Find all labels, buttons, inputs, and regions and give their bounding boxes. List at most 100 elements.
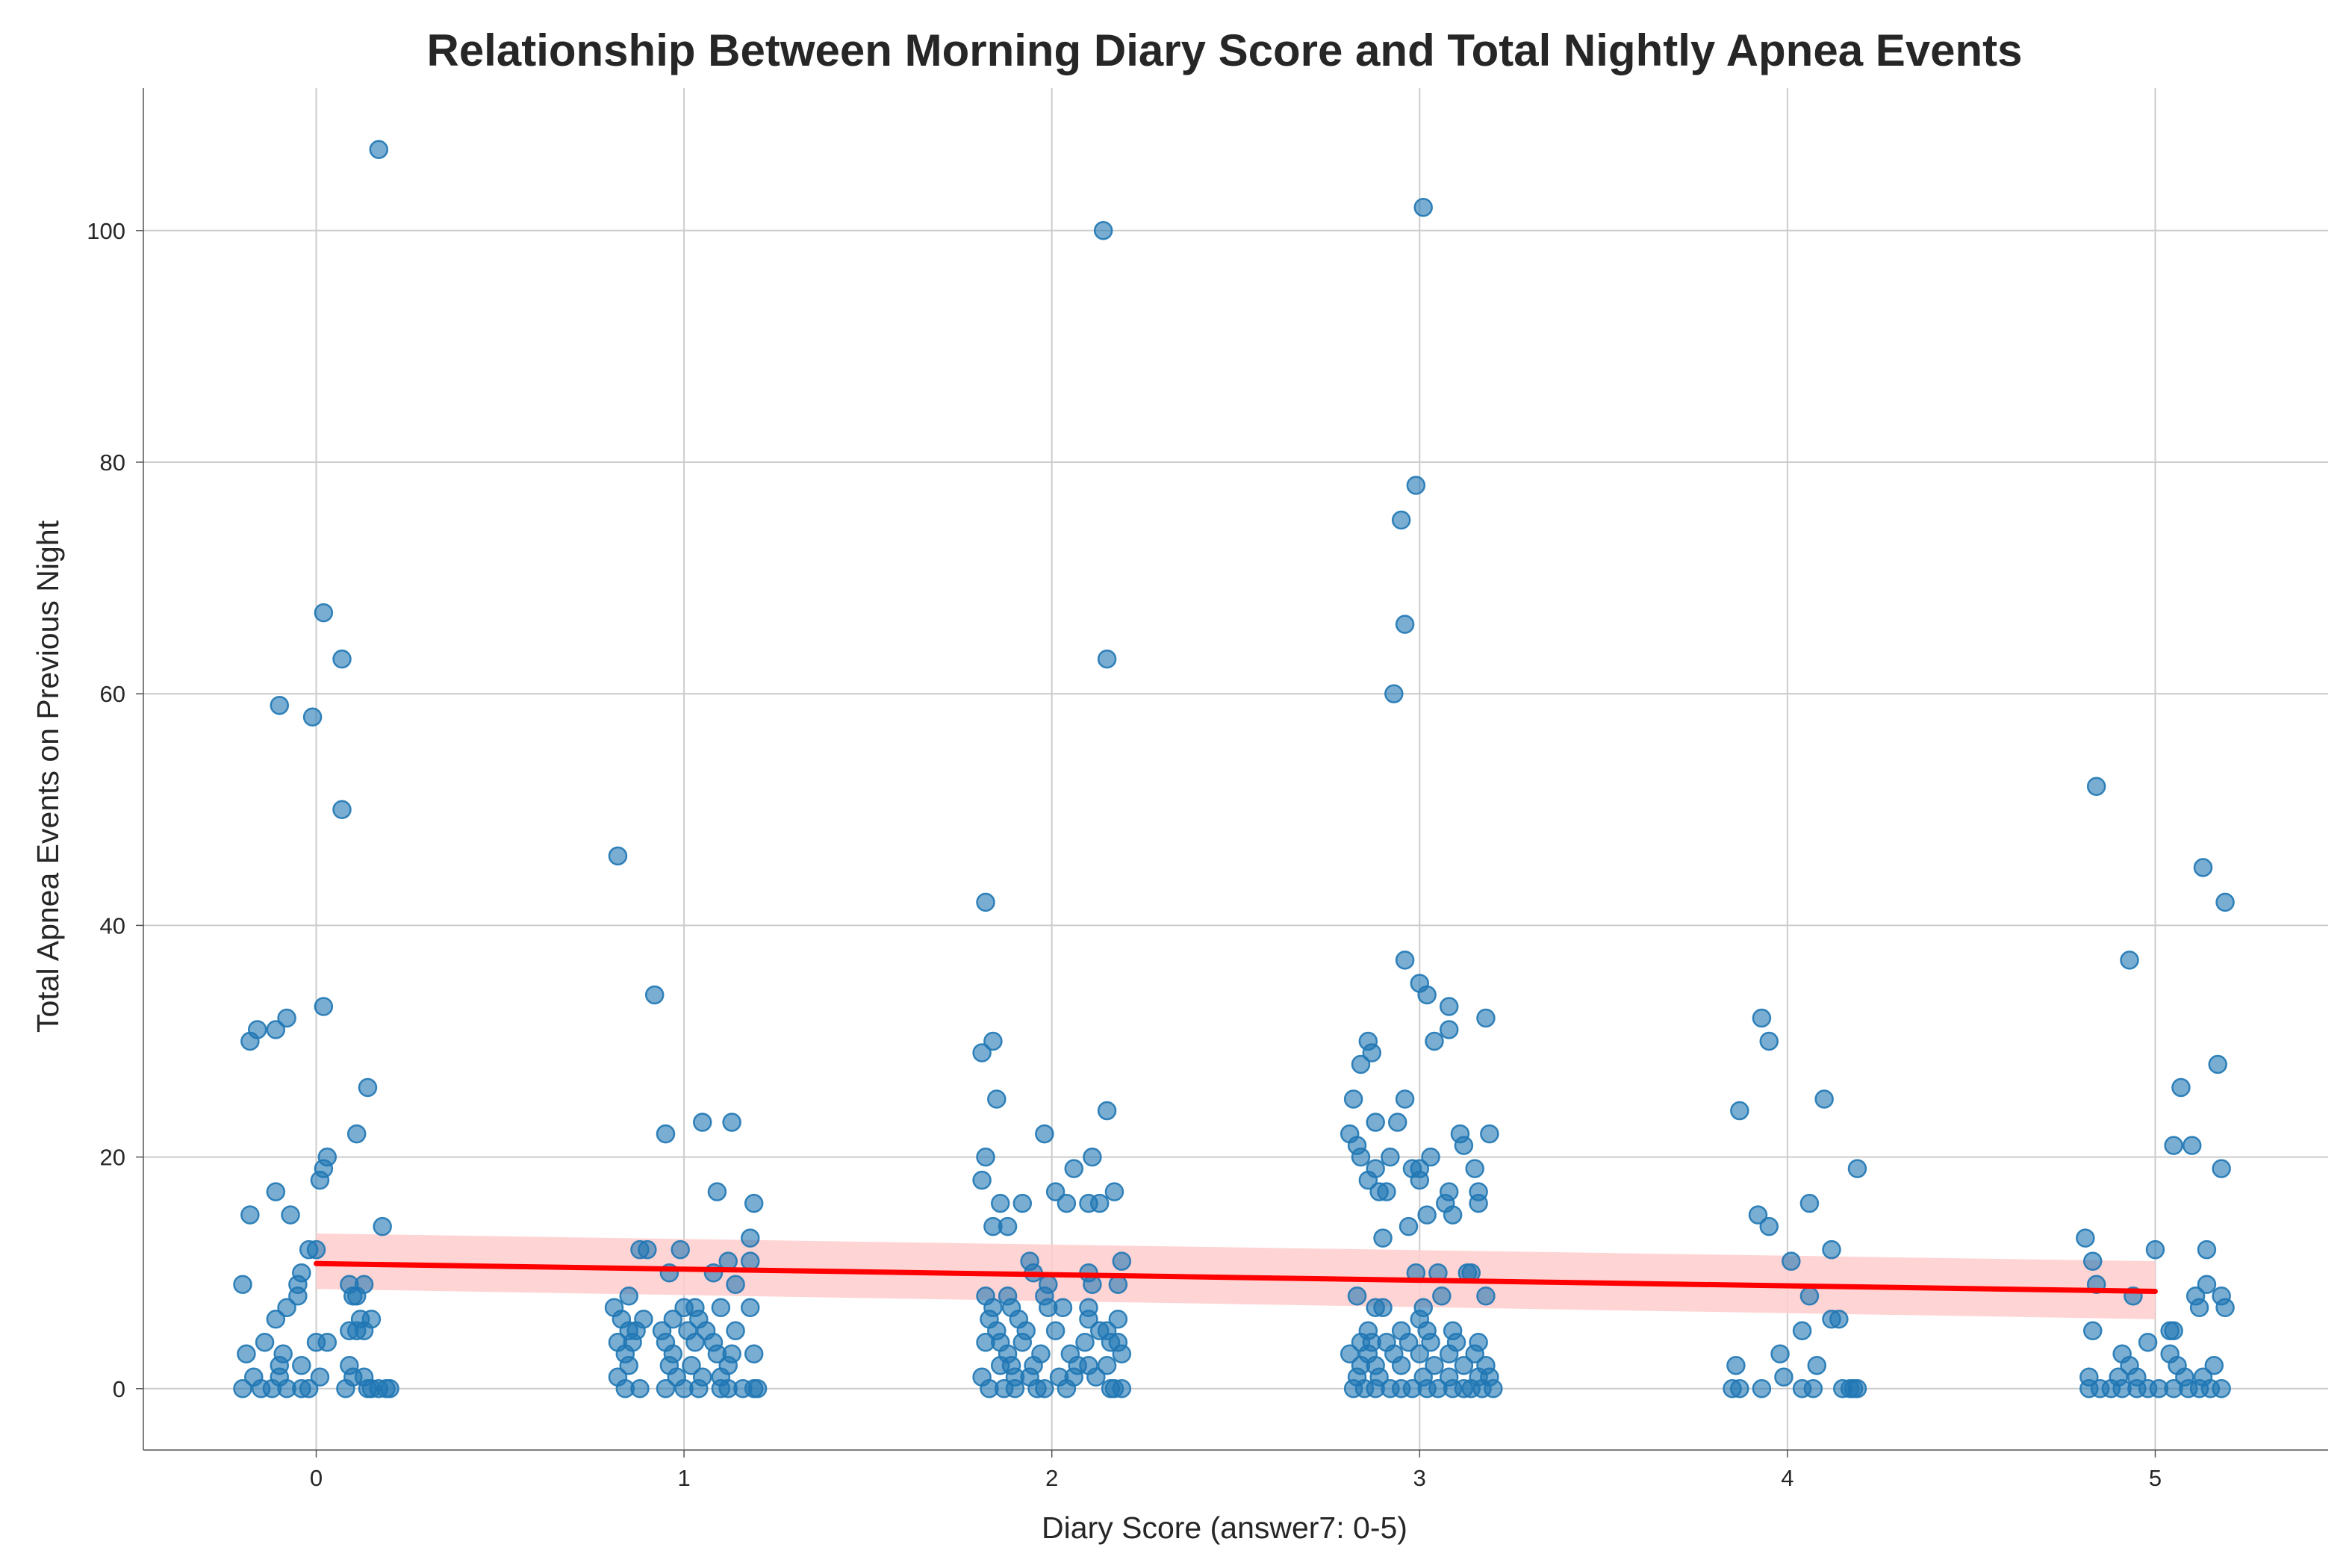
data-point-287: [1410, 974, 1430, 993]
data-point-12: [244, 1367, 264, 1387]
data-point-244: [1347, 1286, 1367, 1306]
x-tick-label-3: 3: [1413, 1465, 1426, 1491]
data-point-302: [1847, 1379, 1867, 1399]
data-point-213: [1413, 1367, 1433, 1387]
data-point-351: [2212, 1286, 2231, 1306]
data-point-179: [990, 1193, 1010, 1213]
data-point-118: [692, 1113, 712, 1132]
data-point-56: [332, 800, 352, 820]
data-point-155: [1045, 1321, 1065, 1340]
data-point-121: [608, 846, 628, 866]
data-point-312: [1822, 1239, 1841, 1260]
x-tick-label-0: 0: [310, 1465, 323, 1491]
data-point-117: [656, 1124, 676, 1144]
data-point-52: [247, 1020, 267, 1039]
data-point-30: [361, 1309, 382, 1329]
data-point-357: [2076, 1228, 2095, 1248]
data-point-319: [1759, 1031, 1779, 1051]
data-point-269: [1421, 1147, 1440, 1167]
data-point-265: [1410, 1159, 1430, 1178]
data-point-354: [2082, 1251, 2103, 1271]
data-point-50: [358, 1077, 378, 1098]
data-point-290: [1395, 615, 1415, 634]
data-point-28: [266, 1309, 286, 1329]
data-point-193: [972, 1043, 992, 1063]
data-point-0: [233, 1379, 252, 1399]
data-point-304: [1726, 1356, 1746, 1375]
data-point-176: [1112, 1251, 1132, 1271]
data-point-236: [1358, 1321, 1378, 1340]
data-point-84: [744, 1344, 764, 1364]
data-point-310: [1799, 1286, 1820, 1306]
data-point-342: [2160, 1344, 2180, 1364]
data-point-350: [2185, 1286, 2206, 1306]
data-point-59: [332, 649, 352, 669]
data-point-189: [1083, 1147, 1102, 1167]
data-point-45: [266, 1182, 286, 1201]
data-point-24: [317, 1333, 337, 1352]
data-point-19: [340, 1356, 359, 1375]
data-point-144: [1031, 1344, 1051, 1364]
data-point-277: [1343, 1089, 1363, 1109]
data-point-343: [2138, 1333, 2158, 1352]
data-point-303: [1774, 1367, 1793, 1387]
data-point-284: [1476, 1008, 1496, 1028]
x-tick-labels: 0 1 2 3 4 5: [310, 1450, 2162, 1491]
data-point-360: [2182, 1136, 2202, 1155]
data-point-253: [1417, 1205, 1437, 1225]
data-point-178: [998, 1216, 1018, 1236]
data-point-142: [1097, 1356, 1117, 1375]
data-point-365: [2193, 858, 2213, 877]
data-point-11: [380, 1379, 399, 1399]
data-point-258: [1377, 1182, 1396, 1201]
data-point-20: [237, 1344, 256, 1364]
y-tick-label-1: 20: [100, 1145, 125, 1171]
data-point-116: [707, 1182, 727, 1201]
data-point-41: [306, 1239, 326, 1260]
data-point-57: [302, 707, 323, 727]
data-point-78: [682, 1356, 701, 1375]
data-point-100: [604, 1298, 624, 1317]
data-point-61: [369, 140, 389, 159]
data-point-226: [1410, 1344, 1430, 1364]
data-point-283: [1439, 1020, 1459, 1039]
data-point-251: [1373, 1228, 1393, 1248]
data-point-42: [373, 1216, 392, 1236]
y-tick-label-5: 100: [87, 218, 125, 244]
data-point-113: [671, 1239, 690, 1260]
data-point-197: [1093, 221, 1113, 240]
data-point-242: [1373, 1298, 1393, 1317]
data-point-223: [1340, 1344, 1360, 1364]
regression-line-layer: [314, 1260, 2158, 1295]
data-point-362: [2208, 1054, 2227, 1074]
data-point-36: [233, 1275, 252, 1294]
data-point-141: [1079, 1356, 1098, 1375]
data-point-315: [1799, 1193, 1820, 1213]
data-point-150: [1075, 1333, 1095, 1352]
data-point-275: [1366, 1113, 1385, 1132]
data-point-175: [1020, 1251, 1039, 1271]
y-axis-label: Total Apnea Events on Previous Night: [31, 520, 65, 1033]
data-point-337: [2193, 1367, 2213, 1387]
data-point-352: [2197, 1275, 2217, 1294]
data-point-49: [346, 1124, 367, 1144]
data-point-120: [644, 985, 665, 1005]
data-point-110: [741, 1251, 760, 1271]
data-point-231: [1377, 1333, 1396, 1352]
data-point-332: [2212, 1379, 2231, 1399]
data-point-152: [1108, 1333, 1128, 1352]
data-point-92: [652, 1321, 672, 1340]
data-point-237: [1391, 1321, 1411, 1340]
data-point-307: [1792, 1321, 1812, 1340]
data-point-48: [317, 1147, 337, 1167]
data-point-166: [1079, 1298, 1098, 1317]
data-point-18: [292, 1356, 311, 1375]
data-point-194: [983, 1031, 1003, 1051]
data-point-167: [976, 1286, 995, 1306]
data-point-184: [1045, 1182, 1065, 1201]
data-point-364: [2215, 892, 2235, 912]
data-point-183: [1089, 1193, 1110, 1213]
data-point-293: [1413, 198, 1433, 217]
x-axis-label: Diary Score (answer7: 0-5): [1042, 1511, 1407, 1545]
data-point-126: [1035, 1379, 1054, 1399]
